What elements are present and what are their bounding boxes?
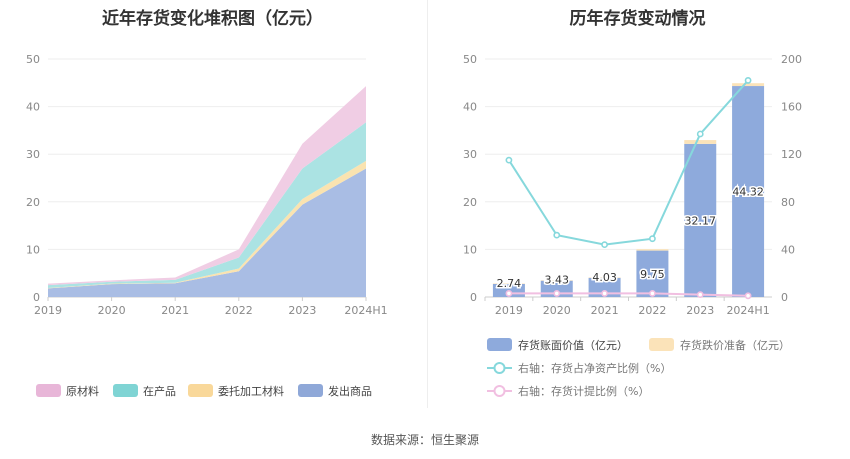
bar-存货跌价准备（亿元） bbox=[684, 140, 717, 144]
legend-label: 发出商品 bbox=[328, 384, 372, 398]
y2-tick-label: 0 bbox=[781, 291, 788, 304]
bar-存货账面价值（亿元） bbox=[732, 86, 765, 297]
x-tick-label: 2021 bbox=[591, 304, 619, 317]
y2-tick-label: 40 bbox=[781, 243, 795, 256]
bar-存货跌价准备（亿元） bbox=[588, 277, 621, 278]
bar-存货账面价值（亿元） bbox=[684, 143, 717, 297]
data-label: 2.74 bbox=[497, 277, 522, 290]
legend-swatch bbox=[487, 338, 512, 351]
y-tick-label: 0 bbox=[33, 291, 40, 304]
stacked-area-chart: 0 10 20 30 40 50 2019 2020 2021 2022 2023 2024H1 原材料… bbox=[26, 53, 388, 398]
y-tick-label: 20 bbox=[463, 196, 477, 209]
line-右轴：存货计提比例（%） bbox=[508, 292, 749, 297]
line-point bbox=[553, 290, 561, 297]
x-tick-label: 2022 bbox=[225, 304, 253, 317]
bar-存货跌价准备（亿元） bbox=[540, 280, 573, 281]
legend-label: 原材料 bbox=[66, 384, 99, 398]
y-tick-label: 40 bbox=[463, 101, 477, 114]
bar-存货跌价准备（亿元） bbox=[492, 283, 525, 284]
legend-swatch bbox=[649, 338, 674, 351]
y-tick-label: 50 bbox=[463, 53, 477, 66]
x-tick-label: 2019 bbox=[495, 304, 523, 317]
line-右轴：存货占净资产比例（%） bbox=[508, 79, 749, 246]
data-label: 3.43 bbox=[545, 274, 570, 287]
right-chart-title: 历年存货变动情况 bbox=[569, 9, 706, 29]
data-label: 32.17 bbox=[685, 214, 717, 227]
line-point bbox=[553, 231, 561, 239]
data-label: 4.03 bbox=[592, 271, 617, 284]
data-label: 9.75 bbox=[640, 268, 665, 281]
charts-canvas: 0 10 20 30 40 50 2019 2020 2021 2022 2023 2024H1 原材料… bbox=[26, 53, 802, 398]
x-tick-label: 2024H1 bbox=[344, 304, 387, 317]
legend-swatch bbox=[188, 384, 213, 397]
line-point bbox=[696, 130, 704, 138]
line-point bbox=[505, 290, 513, 297]
x-tick-label: 2022 bbox=[638, 304, 666, 317]
line-point bbox=[649, 290, 656, 297]
x-tick-label: 2023 bbox=[288, 304, 316, 317]
data-label: 44.32 bbox=[732, 186, 764, 199]
y-tick-label: 20 bbox=[26, 196, 40, 209]
legend-marker bbox=[493, 385, 506, 397]
y2-tick-label: 160 bbox=[781, 101, 802, 114]
legend-label: 存货跌价准备（亿元） bbox=[680, 338, 790, 352]
x-tick-label: 2023 bbox=[686, 304, 714, 317]
legend-label: 存货账面价值（亿元） bbox=[518, 338, 628, 352]
legend-label: 右轴：存货占净资产比例（%） bbox=[518, 361, 671, 375]
chart-divider bbox=[427, 0, 428, 408]
y2-tick-label: 120 bbox=[781, 148, 802, 161]
inventory-bar-line-chart: 0 10 20 30 40 50 0 40 80 120 160 200 2019 2020 2021 202… bbox=[463, 53, 802, 398]
y2-tick-label: 80 bbox=[781, 196, 795, 209]
line-point bbox=[744, 292, 752, 300]
x-tick-label: 2020 bbox=[543, 304, 571, 317]
legend-swatch bbox=[113, 384, 138, 397]
bar-存货账面价值（亿元） bbox=[636, 250, 669, 297]
y-tick-label: 10 bbox=[463, 243, 477, 256]
line-point bbox=[696, 291, 704, 299]
legend-label: 右轴：存货计提比例（%） bbox=[518, 384, 649, 398]
x-tick-label: 2024H1 bbox=[726, 304, 769, 317]
legend-label: 委托加工材料 bbox=[218, 384, 284, 398]
line-point bbox=[505, 156, 513, 164]
legend-swatch bbox=[298, 384, 323, 397]
line-point bbox=[601, 241, 608, 249]
line-point bbox=[601, 290, 608, 297]
legend-label: 在产品 bbox=[143, 384, 176, 398]
area-发出商品 bbox=[48, 168, 366, 297]
y-tick-label: 30 bbox=[463, 148, 477, 161]
y-tick-label: 40 bbox=[26, 101, 40, 114]
line-point bbox=[744, 77, 752, 84]
legend-swatch bbox=[36, 384, 61, 397]
x-tick-label: 2020 bbox=[98, 304, 126, 317]
bar-存货跌价准备（亿元） bbox=[732, 83, 765, 87]
y2-tick-label: 200 bbox=[781, 53, 802, 66]
legend-marker bbox=[493, 362, 506, 374]
y-tick-label: 0 bbox=[470, 291, 477, 304]
bar-存货账面价值（亿元） bbox=[588, 277, 621, 297]
x-tick-label: 2021 bbox=[161, 304, 189, 317]
bar-存货跌价准备（亿元） bbox=[636, 249, 669, 251]
y-tick-label: 10 bbox=[26, 243, 40, 256]
y-tick-label: 30 bbox=[26, 148, 40, 161]
data-source: 数据来源：恒生聚源 bbox=[370, 433, 479, 447]
y-tick-label: 50 bbox=[26, 53, 40, 66]
line-point bbox=[649, 235, 656, 243]
left-chart-title: 近年存货变化堆积图（亿元） bbox=[102, 9, 323, 29]
x-tick-label: 2019 bbox=[34, 304, 62, 317]
